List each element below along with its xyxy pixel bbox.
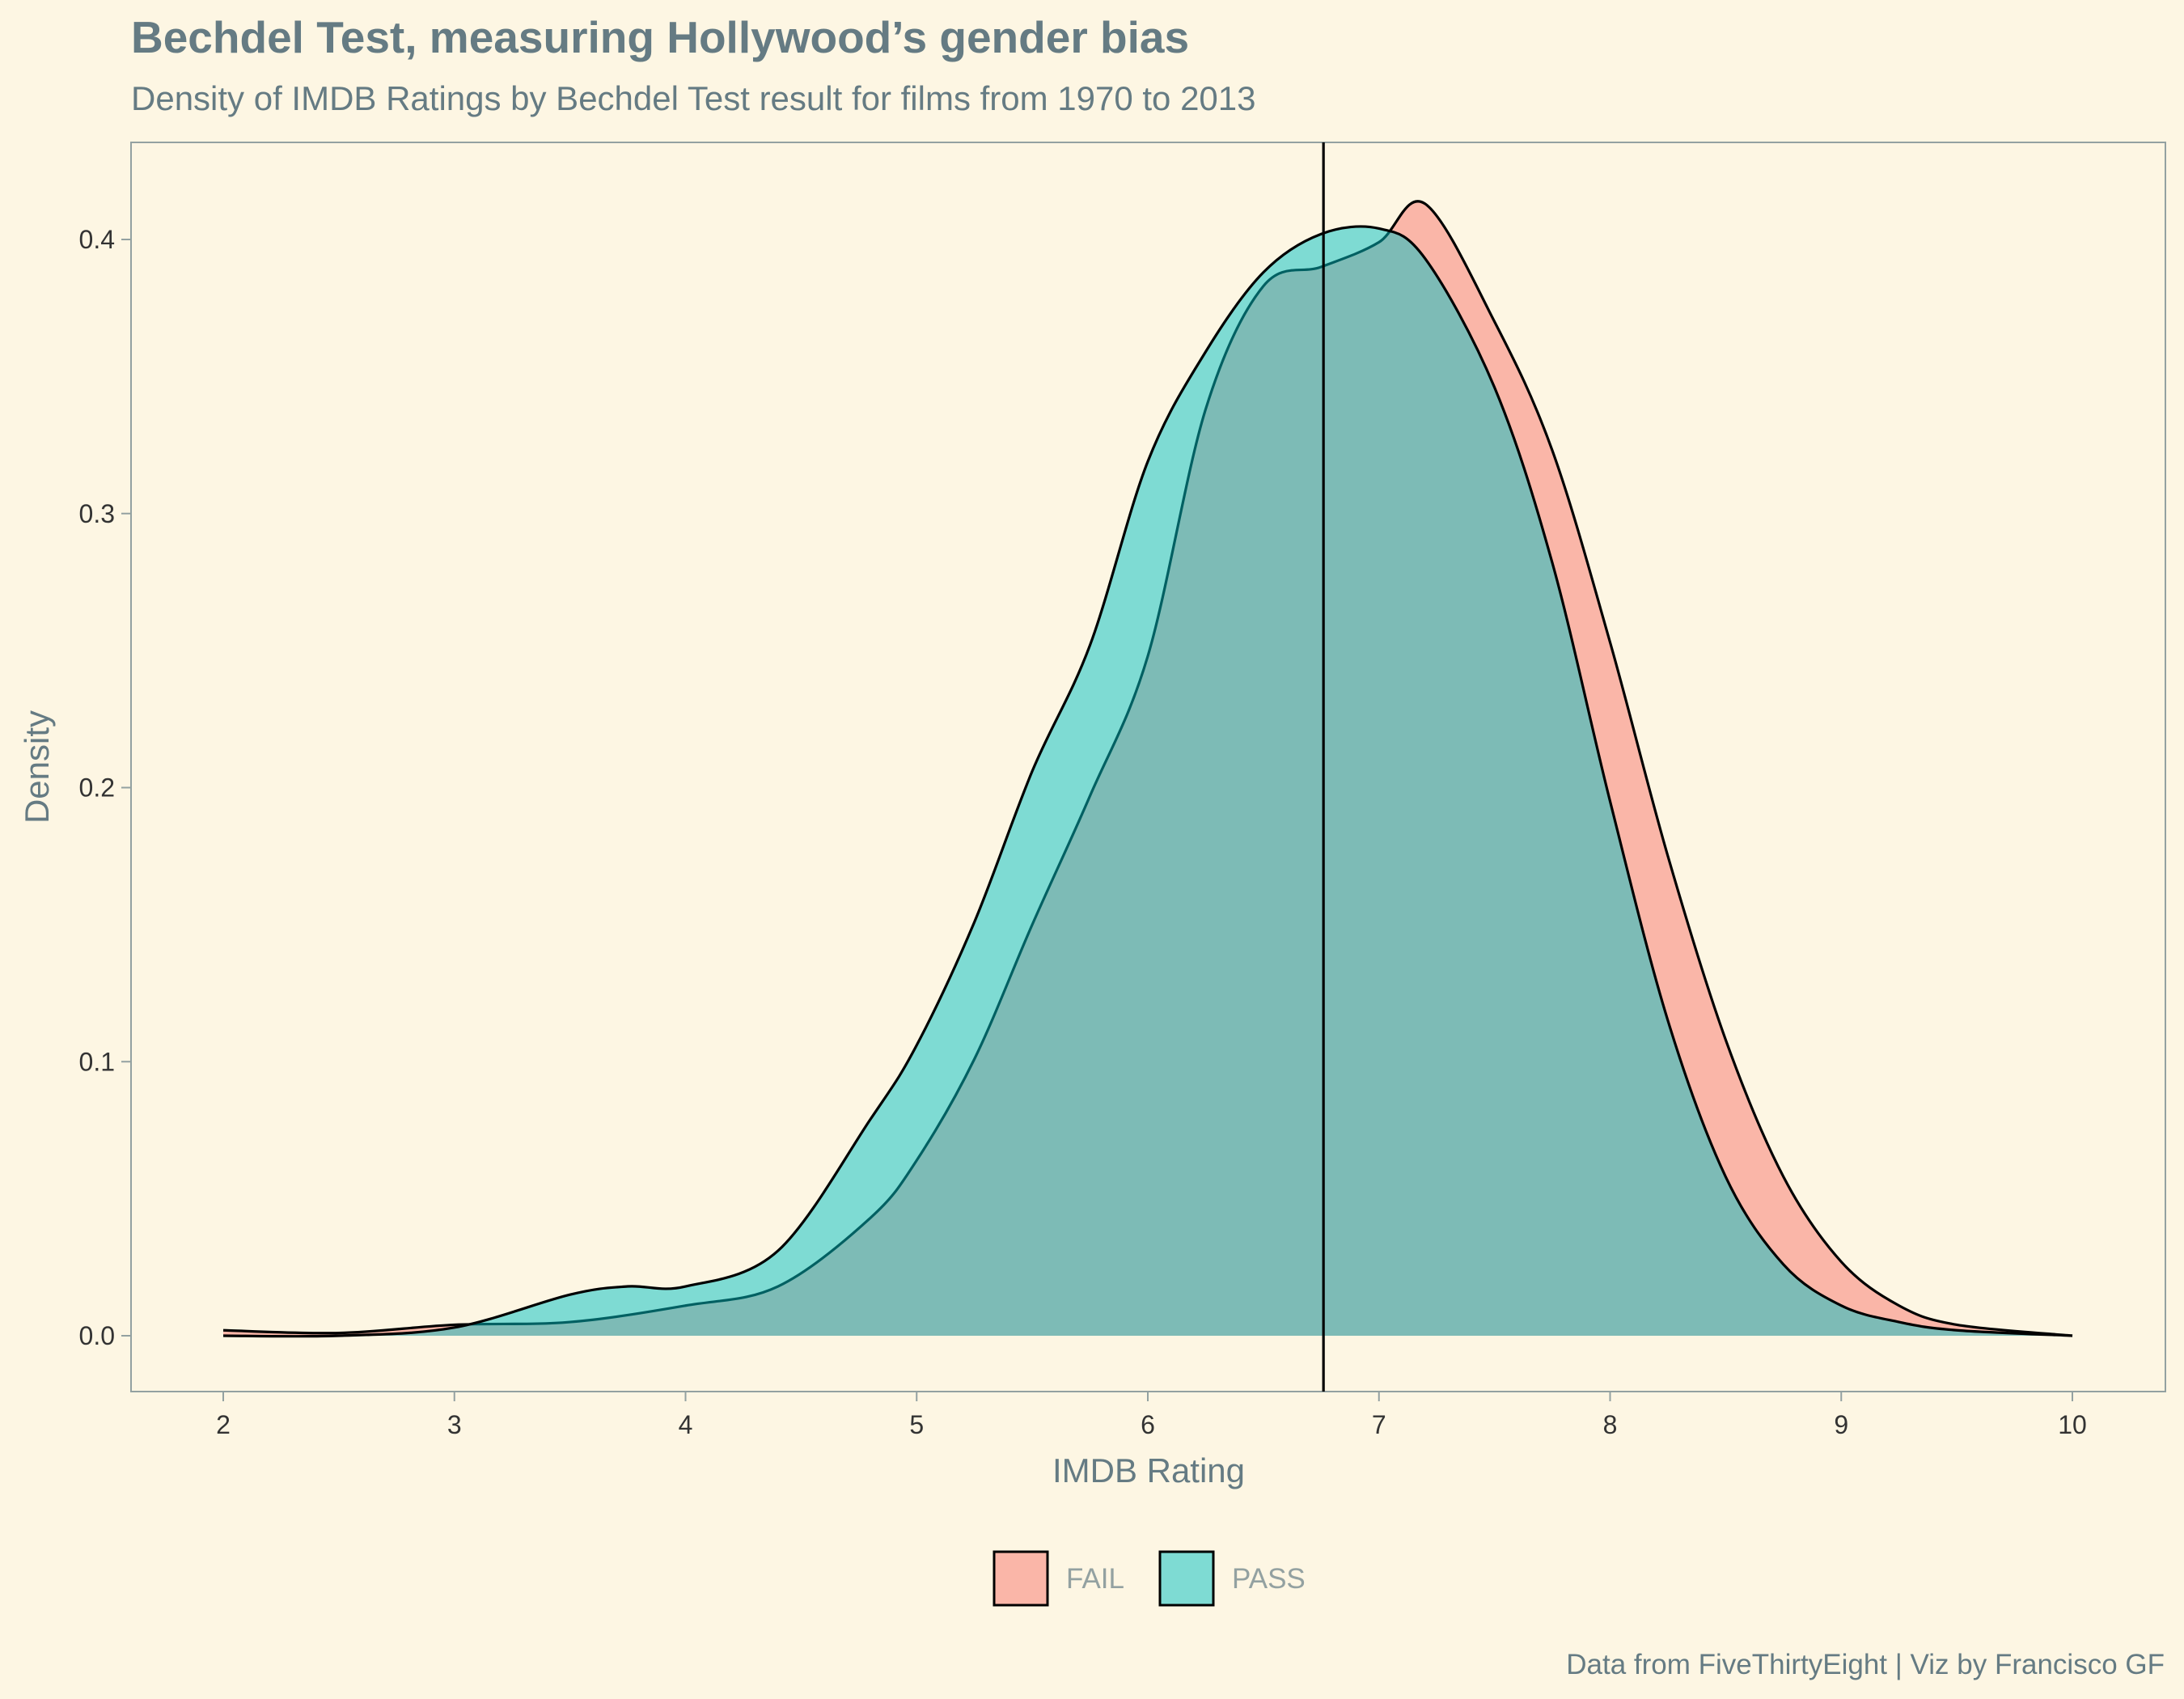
y-tick-label: 0.1	[79, 1047, 115, 1076]
legend-label-fail: FAIL	[1066, 1563, 1124, 1595]
caption: Data from FiveThirtyEight | Viz by Franc…	[1566, 1649, 2165, 1680]
x-tick-label: 6	[1141, 1410, 1155, 1439]
legend: FAIL PASS	[993, 1550, 1306, 1607]
x-tick-label: 2	[216, 1410, 231, 1439]
x-tick-label: 9	[1834, 1410, 1848, 1439]
chart-title: Bechdel Test, measuring Hollywood’s gend…	[131, 12, 1190, 62]
x-tick-label: 8	[1603, 1410, 1618, 1439]
x-tick-label: 3	[447, 1410, 462, 1439]
y-tick-label: 0.0	[79, 1321, 115, 1350]
x-axis-title: IMDB Rating	[1052, 1451, 1245, 1489]
chart-subtitle: Density of IMDB Ratings by Bechdel Test …	[131, 79, 1256, 117]
x-tick-label: 7	[1372, 1410, 1386, 1439]
x-tick-label: 10	[2058, 1410, 2087, 1439]
x-axis: 2 3 4 5 6 7 8 9 10	[216, 1392, 2087, 1439]
y-tick-label: 0.4	[79, 225, 115, 254]
y-axis-title: Density	[18, 710, 56, 824]
y-tick-label: 0.2	[79, 773, 115, 803]
x-tick-label: 4	[679, 1410, 693, 1439]
legend-key-pass	[1158, 1550, 1215, 1607]
pass-density-line	[222, 225, 2073, 1338]
y-axis: 0.0 0.1 0.2 0.3 0.4	[79, 225, 131, 1350]
series-layer	[222, 200, 2073, 1338]
legend-label-pass: PASS	[1232, 1563, 1306, 1595]
x-tick-label: 5	[909, 1410, 924, 1439]
y-tick-label: 0.3	[79, 499, 115, 528]
legend-key-fail	[993, 1550, 1049, 1607]
pass-density-area	[223, 226, 2072, 1337]
